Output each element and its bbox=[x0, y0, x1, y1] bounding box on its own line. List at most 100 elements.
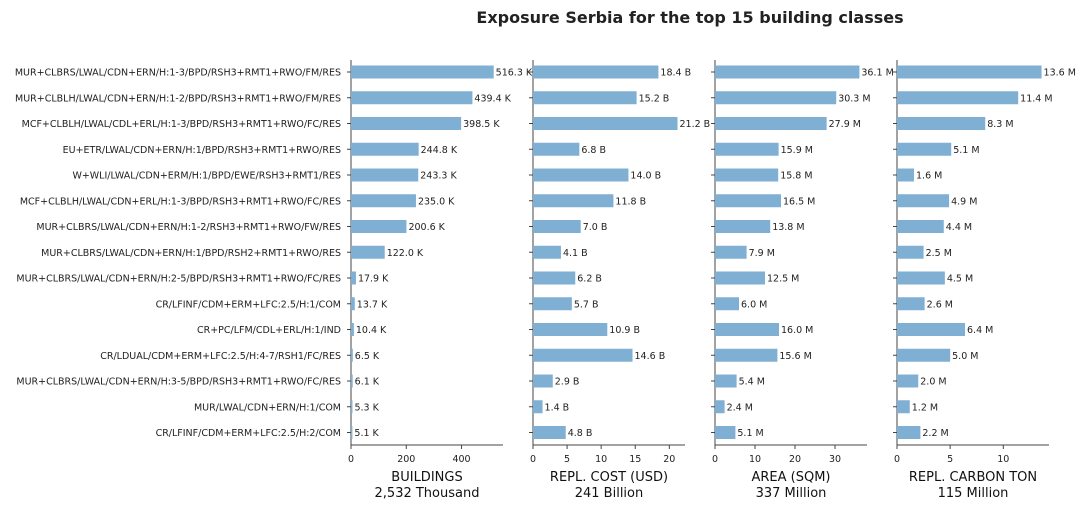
bar bbox=[897, 142, 952, 156]
bar-value-label: 11.8 B bbox=[615, 196, 646, 207]
category-label: CR/LFINF/CDM+ERM+LFC:2.5/H:1/COM bbox=[156, 299, 341, 310]
bar-value-label: 5.1 M bbox=[737, 428, 763, 439]
bar bbox=[715, 194, 781, 208]
bar bbox=[533, 323, 608, 336]
bar-value-label: 5.4 M bbox=[739, 377, 765, 388]
bar-value-label: 4.1 B bbox=[563, 248, 588, 259]
bar bbox=[715, 220, 771, 233]
bar-value-label: 2.6 M bbox=[927, 299, 953, 310]
bar bbox=[533, 142, 580, 156]
bar-value-label: 4.4 M bbox=[946, 222, 972, 233]
bar bbox=[351, 323, 354, 336]
bar-value-label: 10.9 B bbox=[609, 325, 640, 336]
bar bbox=[715, 323, 779, 336]
bar-value-label: 18.4 B bbox=[660, 68, 691, 79]
bar bbox=[715, 91, 837, 105]
x-tick-label: 0 bbox=[530, 454, 536, 465]
bar bbox=[897, 117, 986, 130]
x-tick-label: 5 bbox=[947, 454, 953, 465]
bar bbox=[351, 374, 353, 388]
bar-value-label: 516.3 K bbox=[496, 68, 533, 79]
x-tick-label: 10 bbox=[749, 454, 761, 465]
bar bbox=[897, 271, 945, 285]
bar-value-label: 200.6 K bbox=[408, 222, 445, 233]
bar-value-label: 13.8 M bbox=[772, 222, 804, 233]
bar-value-label: 6.4 M bbox=[967, 325, 993, 336]
bar-value-label: 398.5 K bbox=[463, 119, 500, 130]
x-tick-label: 0 bbox=[712, 454, 718, 465]
bar-value-label: 15.8 M bbox=[780, 171, 812, 182]
bar bbox=[533, 426, 566, 439]
bar bbox=[351, 426, 353, 439]
bar bbox=[897, 91, 1019, 105]
bar-value-label: 2.2 M bbox=[922, 428, 948, 439]
bar bbox=[715, 245, 747, 259]
bar-value-label: 6.0 M bbox=[741, 299, 767, 310]
bar-value-label: 2.0 M bbox=[920, 377, 946, 388]
x-axis-label: REPL. COST (USD) bbox=[550, 470, 668, 485]
bar-value-label: 1.6 M bbox=[916, 171, 942, 182]
x-tick-label: 200 bbox=[397, 454, 415, 465]
bar bbox=[897, 65, 1042, 79]
x-tick-label: 15 bbox=[629, 454, 641, 465]
category-label: MCF+CLBLH/LWAL/CDL+ERL/H:1-3/BPD/RSH3+RM… bbox=[22, 119, 341, 130]
bar-value-label: 14.0 B bbox=[630, 171, 661, 182]
bar-value-label: 7.0 B bbox=[583, 222, 608, 233]
bar-value-label: 439.4 K bbox=[474, 93, 511, 104]
bar-value-label: 21.2 B bbox=[680, 119, 711, 130]
bar bbox=[897, 426, 921, 439]
bar bbox=[351, 400, 353, 414]
bar-value-label: 243.3 K bbox=[420, 171, 457, 182]
chart-title: Exposure Serbia for the top 15 building … bbox=[476, 8, 904, 27]
bar bbox=[897, 374, 919, 388]
x-tick-label: 20 bbox=[789, 454, 801, 465]
bar-value-label: 4.8 B bbox=[568, 428, 593, 439]
bar bbox=[351, 168, 419, 182]
bar-value-label: 5.7 B bbox=[574, 299, 599, 310]
bar bbox=[351, 271, 356, 285]
category-label: CR/LDUAL/CDM+ERM+LFC:2.5/H:4-7/RSH1/FC/R… bbox=[100, 351, 341, 362]
category-label: MUR+CLBRS/LWAL/CDN+ERN/H:1/BPD/RSH2+RMT1… bbox=[41, 248, 341, 259]
bar-value-label: 1.2 M bbox=[912, 402, 938, 413]
bar-value-label: 13.7 K bbox=[357, 299, 388, 310]
bar bbox=[897, 194, 950, 208]
bar bbox=[351, 297, 355, 311]
category-label: MUR+CLBRS/LWAL/CDN+ERN/H:1-3/BPD/RSH3+RM… bbox=[15, 68, 341, 79]
bar-value-label: 11.4 M bbox=[1020, 93, 1052, 104]
bar-value-label: 15.9 M bbox=[781, 145, 813, 156]
bar-value-label: 4.9 M bbox=[951, 196, 977, 207]
bar bbox=[715, 297, 739, 311]
panel-total-label: 337 Million bbox=[756, 486, 827, 501]
panel-total-label: 115 Million bbox=[938, 486, 1009, 501]
category-label: W+WLI/LWAL/CDN+ERM/H:1/BPD/EWE/RSH3+RMT1… bbox=[72, 171, 341, 182]
x-axis-label: BUILDINGS bbox=[391, 470, 462, 485]
bar bbox=[533, 400, 543, 414]
category-label: MUR+CLBRS/LWAL/CDN+ERN/H:1-2/RSH3+RMT1+R… bbox=[36, 222, 341, 233]
bar bbox=[897, 323, 966, 336]
bar bbox=[897, 168, 915, 182]
bar bbox=[897, 245, 924, 259]
bar-value-label: 12.5 M bbox=[767, 274, 799, 285]
bar-value-label: 6.5 K bbox=[355, 351, 380, 362]
bar-value-label: 27.9 M bbox=[829, 119, 861, 130]
bar-value-label: 13.6 M bbox=[1044, 68, 1076, 79]
bar-value-label: 244.8 K bbox=[421, 145, 458, 156]
bar bbox=[715, 142, 779, 156]
bar bbox=[351, 91, 473, 105]
bar-value-label: 6.8 B bbox=[581, 145, 606, 156]
bar bbox=[533, 91, 637, 105]
bar bbox=[715, 271, 765, 285]
x-tick-label: 0 bbox=[894, 454, 900, 465]
x-tick-label: 5 bbox=[564, 454, 570, 465]
bar bbox=[897, 348, 951, 362]
x-tick-label: 30 bbox=[829, 454, 841, 465]
x-axis-label: AREA (SQM) bbox=[751, 470, 830, 485]
bar-value-label: 15.6 M bbox=[779, 351, 811, 362]
bar bbox=[715, 426, 736, 439]
bar bbox=[533, 245, 561, 259]
x-axis-label: REPL. CARBON TON bbox=[909, 470, 1037, 485]
bar-value-label: 6.2 B bbox=[577, 274, 602, 285]
bar-value-label: 15.2 B bbox=[639, 93, 670, 104]
bar bbox=[351, 220, 407, 233]
